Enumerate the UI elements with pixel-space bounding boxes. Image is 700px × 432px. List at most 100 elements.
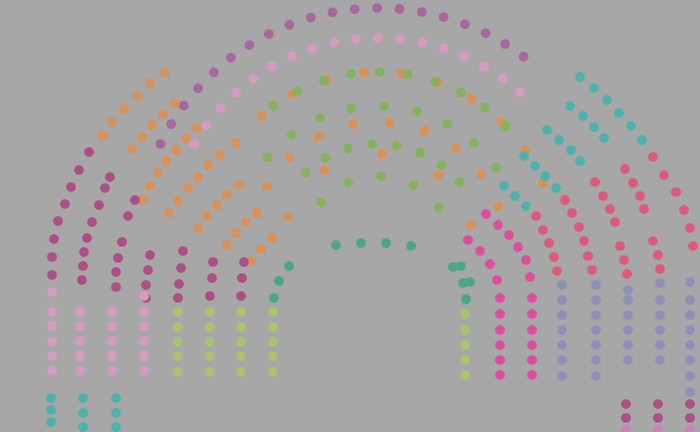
- seat-orange-38: [256, 110, 267, 121]
- seat-periwinkle-8: [591, 280, 601, 290]
- seat-orange-3: [133, 91, 143, 101]
- seat-teal-22: [46, 393, 56, 403]
- seat-pink-24: [75, 307, 85, 317]
- seat-orange-21: [193, 172, 203, 182]
- seat-teal-15: [519, 151, 529, 161]
- seat-periwinkle-29: [685, 355, 695, 365]
- seat-orange-51: [348, 119, 358, 130]
- seat-olive-13: [236, 337, 246, 347]
- seat-teal-23: [46, 405, 56, 415]
- seat-plum-38: [621, 413, 631, 423]
- seat-green-3: [318, 75, 329, 86]
- seat-orange-19: [215, 150, 225, 160]
- seat-periwinkle-15: [623, 295, 633, 305]
- seat-plum-31: [208, 257, 218, 267]
- seat-teal-13: [566, 145, 576, 155]
- seat-orange-10: [137, 132, 147, 142]
- seat-green-31: [408, 180, 419, 191]
- seat-olive-16: [268, 307, 278, 317]
- seat-green-15: [379, 101, 390, 111]
- seat-orange-50: [314, 131, 324, 142]
- seat-green-13: [315, 113, 325, 124]
- seat-red-11: [590, 177, 600, 187]
- seat-green-32: [433, 202, 444, 213]
- seat-red-30: [619, 255, 629, 265]
- seat-purple-2: [166, 119, 177, 130]
- seat-orange-14: [171, 145, 181, 155]
- seat-olive-1: [173, 307, 183, 317]
- seat-magenta-22: [527, 370, 537, 380]
- seat-orange-59: [377, 149, 388, 160]
- seat-teal-17: [540, 171, 550, 181]
- seat-purple-3: [178, 100, 189, 111]
- seat-green-29: [343, 177, 354, 188]
- seat-pink-21: [47, 336, 57, 346]
- seat-pink-20: [47, 321, 57, 331]
- seat-magenta-9: [485, 259, 495, 269]
- seat-magenta-2: [493, 220, 503, 230]
- seat-plum-17: [130, 195, 140, 205]
- seat-red-4: [679, 205, 689, 215]
- seat-teal-27: [78, 422, 88, 432]
- seat-orange-28: [202, 211, 212, 221]
- seat-pink-23: [47, 366, 57, 376]
- seat-pink-39: [47, 287, 57, 297]
- seat-green-19: [491, 162, 501, 173]
- seat-periwinkle-17: [623, 325, 633, 335]
- seat-periwinkle-4: [557, 325, 567, 335]
- seat-plum-14: [79, 247, 89, 257]
- seat-green-4: [346, 69, 357, 79]
- seat-orange-60: [433, 170, 443, 181]
- seat-pink-9: [329, 37, 339, 48]
- seat-orange-26: [222, 189, 232, 199]
- seat-orange-30: [252, 208, 262, 218]
- seat-red-17: [574, 222, 584, 232]
- seat-pink-38: [139, 366, 149, 376]
- seat-plum-20: [113, 253, 123, 263]
- seat-orange-2: [145, 78, 155, 88]
- seat-orange-15: [161, 156, 171, 166]
- seat-pink-33: [107, 366, 117, 376]
- seat-teal-7: [565, 101, 575, 111]
- seat-plum-41: [685, 399, 695, 409]
- seat-darkgreen-5: [284, 261, 294, 271]
- seat-periwinkle-24: [655, 355, 665, 365]
- seat-periwinkle-18: [623, 340, 633, 350]
- seat-green-24: [391, 140, 402, 151]
- seat-purple-4: [193, 83, 203, 94]
- seat-magenta-19: [527, 325, 537, 335]
- seat-plum-25: [141, 280, 151, 290]
- seat-olive-18: [268, 337, 278, 347]
- seat-purple-18: [480, 28, 491, 39]
- seat-pink-7: [286, 51, 297, 62]
- seat-plum-1: [84, 147, 94, 157]
- seat-magenta-17: [527, 293, 537, 303]
- seat-olive-7: [205, 322, 215, 332]
- seat-periwinkle-25: [685, 295, 695, 305]
- seat-magenta-5: [521, 255, 531, 265]
- seat-magenta-10: [492, 275, 502, 285]
- seat-teal-30: [111, 422, 121, 432]
- seat-purple-6: [226, 52, 236, 63]
- seat-periwinkle-19: [623, 355, 633, 365]
- seat-teal-2: [589, 83, 599, 93]
- seat-periwinkle-13: [591, 355, 601, 365]
- seat-plum-4: [60, 199, 70, 209]
- seat-purple-17: [460, 19, 470, 30]
- seat-teal-29: [111, 408, 121, 418]
- seat-magenta-11: [495, 293, 505, 303]
- seat-orange-25: [234, 180, 244, 190]
- seat-olive-3: [173, 337, 183, 347]
- seat-purple-11: [327, 7, 338, 18]
- seat-red-24: [549, 252, 559, 262]
- seat-red-7: [620, 164, 630, 174]
- seat-teal-25: [78, 393, 88, 403]
- seat-periwinkle-23: [655, 340, 665, 350]
- seat-red-16: [567, 208, 577, 218]
- seat-plum-10: [100, 183, 110, 193]
- seat-orange-8: [158, 109, 168, 119]
- seat-red-1: [648, 152, 658, 162]
- seat-orange-23: [173, 196, 183, 206]
- seat-magenta-13: [495, 325, 505, 335]
